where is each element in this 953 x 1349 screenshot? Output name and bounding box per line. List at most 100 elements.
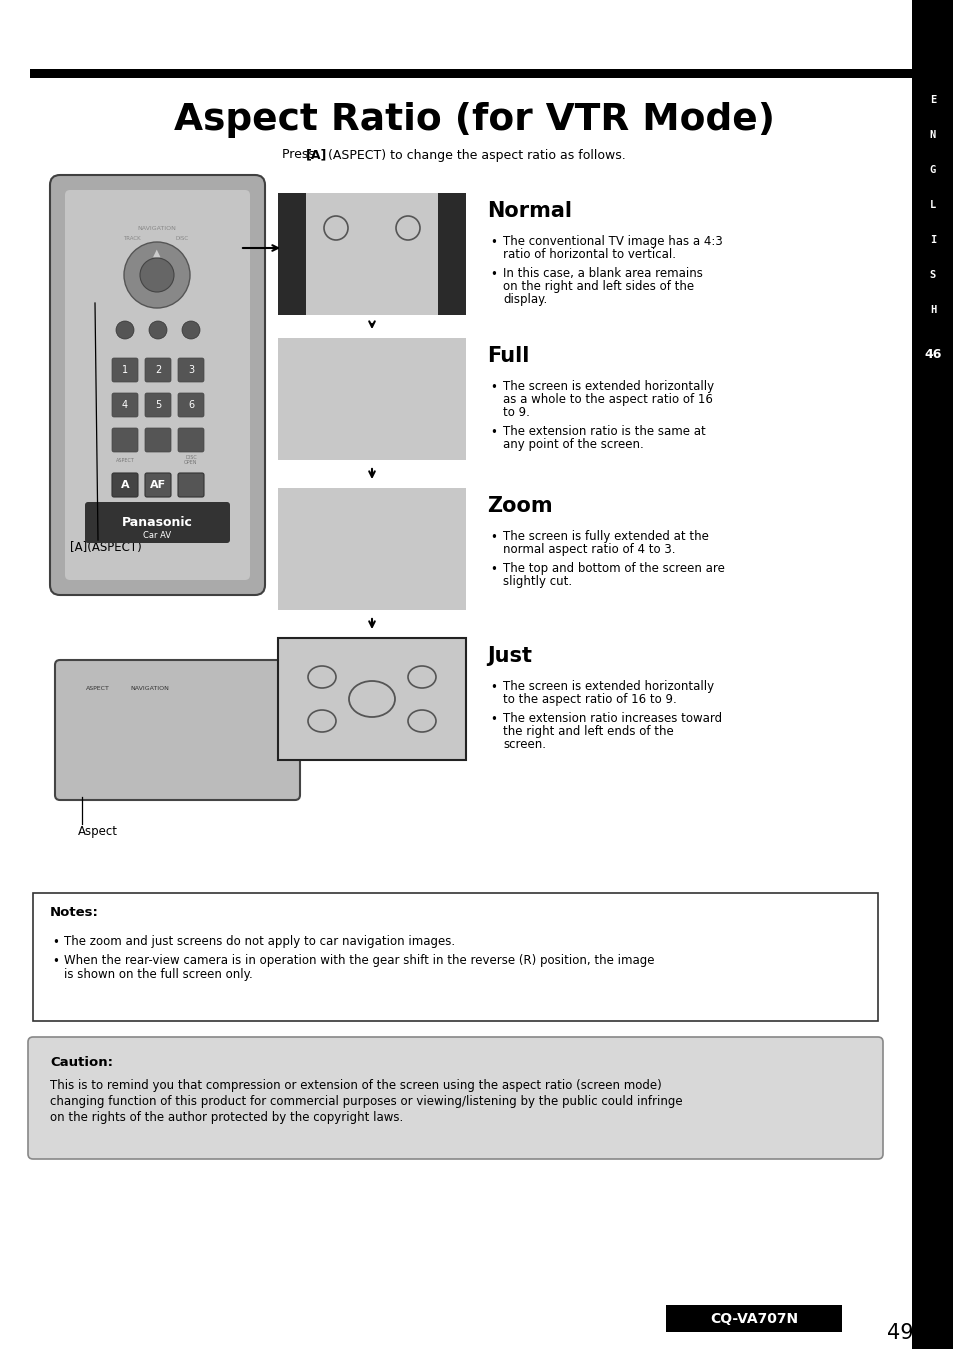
Bar (911, 339, 953, 370)
Text: The extension ratio is the same at: The extension ratio is the same at (502, 425, 705, 438)
FancyBboxPatch shape (65, 190, 250, 580)
Text: any point of the screen.: any point of the screen. (502, 438, 643, 451)
Text: L: L (929, 200, 935, 210)
Text: Aspect Ratio (for VTR Mode): Aspect Ratio (for VTR Mode) (174, 103, 775, 138)
Text: I: I (929, 235, 935, 246)
Text: N: N (929, 130, 935, 140)
Text: Aspect: Aspect (78, 826, 118, 839)
Text: •: • (490, 681, 497, 693)
Text: the right and left ends of the: the right and left ends of the (502, 724, 673, 738)
Text: ASPECT: ASPECT (115, 457, 134, 463)
Text: The top and bottom of the screen are: The top and bottom of the screen are (502, 563, 724, 575)
Text: Car AV: Car AV (143, 530, 171, 540)
Text: Just: Just (486, 646, 532, 666)
Text: In this case, a blank area remains: In this case, a blank area remains (502, 267, 702, 281)
Text: ▲: ▲ (153, 248, 161, 258)
Text: 6: 6 (188, 401, 193, 410)
FancyBboxPatch shape (145, 428, 171, 452)
Text: Normal: Normal (486, 201, 572, 221)
Text: The screen is extended horizontally: The screen is extended horizontally (502, 380, 714, 393)
Bar (277, 488, 465, 610)
FancyBboxPatch shape (50, 175, 265, 595)
Bar (277, 193, 465, 316)
Bar (33, 893, 877, 1021)
Bar (71, 710, 283, 781)
Text: •: • (490, 563, 497, 576)
Text: NAVIGATION: NAVIGATION (137, 225, 176, 231)
Circle shape (116, 321, 133, 339)
FancyBboxPatch shape (112, 473, 138, 496)
Text: The zoom and just screens do not apply to car navigation images.: The zoom and just screens do not apply t… (64, 935, 455, 948)
FancyBboxPatch shape (178, 473, 204, 496)
Text: is shown on the full screen only.: is shown on the full screen only. (64, 969, 253, 981)
Text: This is to remind you that compression or extension of the screen using the aspe: This is to remind you that compression o… (50, 1079, 661, 1091)
Circle shape (124, 241, 190, 308)
Text: 1: 1 (122, 366, 128, 375)
Text: NAVIGATION: NAVIGATION (131, 685, 170, 691)
FancyBboxPatch shape (55, 660, 299, 800)
Text: on the rights of the author protected by the copyright laws.: on the rights of the author protected by… (50, 1112, 403, 1124)
FancyBboxPatch shape (178, 393, 204, 417)
FancyBboxPatch shape (112, 357, 138, 382)
Bar (70, 677, 285, 699)
Text: Press: Press (282, 148, 318, 162)
FancyBboxPatch shape (145, 393, 171, 417)
FancyBboxPatch shape (145, 473, 171, 496)
Text: screen.: screen. (502, 738, 545, 751)
Text: Panasonic: Panasonic (121, 515, 193, 529)
Text: changing function of this product for commercial purposes or viewing/listening b: changing function of this product for co… (50, 1095, 682, 1108)
Bar (277, 193, 306, 316)
Bar (277, 339, 465, 460)
Text: 5: 5 (154, 401, 161, 410)
Text: normal aspect ratio of 4 to 3.: normal aspect ratio of 4 to 3. (502, 544, 675, 556)
Text: display.: display. (502, 293, 547, 306)
Bar (277, 638, 465, 759)
Bar (911, 0, 953, 1349)
Text: slightly cut.: slightly cut. (502, 575, 572, 588)
Text: 46: 46 (923, 348, 941, 360)
Bar (277, 638, 465, 759)
Text: Full: Full (486, 345, 529, 366)
Text: [A]: [A] (306, 148, 327, 162)
Text: as a whole to the aspect ratio of 16: as a whole to the aspect ratio of 16 (502, 393, 712, 406)
Text: DISC: DISC (175, 236, 189, 241)
FancyBboxPatch shape (178, 357, 204, 382)
Text: •: • (490, 532, 497, 544)
Text: Notes:: Notes: (50, 907, 99, 920)
Text: Caution:: Caution: (50, 1055, 112, 1068)
Circle shape (149, 321, 167, 339)
Text: AF: AF (150, 480, 166, 490)
FancyBboxPatch shape (28, 1037, 882, 1159)
Text: •: • (490, 426, 497, 438)
Text: on the right and left sides of the: on the right and left sides of the (502, 281, 694, 293)
FancyBboxPatch shape (112, 428, 138, 452)
Text: DISC
OPEN: DISC OPEN (184, 455, 197, 465)
Text: H: H (929, 305, 935, 316)
Text: The extension ratio increases toward: The extension ratio increases toward (502, 712, 721, 724)
Text: 3: 3 (188, 366, 193, 375)
Text: TRACK: TRACK (123, 236, 141, 241)
Text: (ASPECT) to change the aspect ratio as follows.: (ASPECT) to change the aspect ratio as f… (328, 148, 625, 162)
Bar (665, 1304, 841, 1331)
Text: A: A (121, 480, 130, 490)
Bar (277, 193, 465, 316)
Text: •: • (490, 236, 497, 250)
Text: The screen is fully extended at the: The screen is fully extended at the (502, 530, 708, 544)
Text: 4: 4 (122, 401, 128, 410)
FancyBboxPatch shape (178, 428, 204, 452)
FancyBboxPatch shape (85, 502, 230, 544)
Text: S: S (929, 270, 935, 281)
Text: •: • (490, 714, 497, 726)
Text: Zoom: Zoom (486, 496, 552, 517)
FancyBboxPatch shape (112, 393, 138, 417)
Text: to 9.: to 9. (502, 406, 529, 420)
Bar (30, 69, 911, 78)
FancyBboxPatch shape (145, 357, 171, 382)
Text: When the rear-view camera is in operation with the gear shift in the reverse (R): When the rear-view camera is in operatio… (64, 954, 654, 967)
Circle shape (140, 258, 173, 291)
Text: E: E (929, 94, 935, 105)
Bar (277, 339, 465, 460)
Bar (277, 488, 465, 610)
Text: 49: 49 (885, 1323, 912, 1344)
Text: 2: 2 (154, 366, 161, 375)
